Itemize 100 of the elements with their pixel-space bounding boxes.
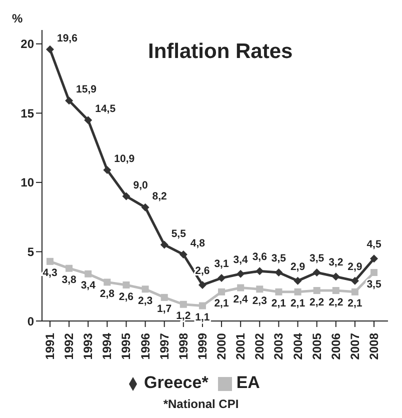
data-label: 2,2 (310, 296, 324, 308)
point (198, 302, 206, 310)
legend-label: Greece* (144, 373, 208, 392)
point (46, 258, 54, 265)
data-label: 19,6 (57, 32, 78, 44)
data-label: 2,4 (233, 294, 248, 306)
x-tick-label: 1997 (157, 332, 172, 360)
point (142, 286, 149, 293)
data-label: 3,4 (80, 280, 96, 292)
data-label: 2,9 (348, 260, 362, 273)
data-label: 3,5 (366, 278, 382, 290)
data-label: 3,4 (233, 254, 248, 266)
point (84, 116, 92, 124)
point (370, 254, 378, 263)
y-tick-label: 5 (27, 244, 34, 259)
point (46, 45, 54, 54)
point (84, 270, 92, 278)
point (332, 272, 340, 281)
data-label: 2,9 (290, 260, 306, 273)
data-label: 3,5 (310, 252, 324, 264)
x-tick-label: 2006 (328, 332, 343, 360)
point (332, 287, 340, 294)
point (350, 276, 359, 285)
point (141, 203, 150, 212)
point (66, 264, 73, 272)
x-tick-label: 1994 (100, 332, 114, 360)
point (218, 288, 226, 296)
point (256, 286, 264, 293)
point (370, 269, 378, 276)
point (256, 267, 264, 276)
data-label: 3,1 (214, 258, 229, 270)
data-label: 9,0 (133, 179, 148, 192)
point (218, 274, 226, 282)
data-label: 2,1 (214, 298, 229, 310)
x-tick-label: 2000 (214, 332, 229, 360)
data-label: 2,6 (118, 290, 134, 303)
y-tick-label: 10 (20, 176, 34, 190)
x-tick-label: 1999 (195, 332, 210, 360)
point (122, 192, 130, 200)
data-label: 10,9 (114, 152, 135, 165)
data-label: 2,8 (100, 288, 115, 300)
data-label: 5,5 (171, 228, 186, 240)
data-label: 14,5 (95, 103, 116, 116)
point (65, 96, 74, 105)
data-label: 2,1 (348, 298, 362, 310)
x-tick-label: 2004 (290, 332, 305, 360)
x-tick-label: 2005 (310, 332, 324, 360)
point (198, 280, 206, 289)
point (274, 268, 283, 276)
x-tick-label: 1991 (43, 332, 57, 360)
point (236, 270, 245, 278)
data-label: 1,2 (176, 310, 191, 322)
y-tick-label: 0 (27, 314, 34, 328)
data-label: 1,1 (195, 312, 210, 324)
y-tick-label: 20 (20, 37, 34, 52)
point (294, 288, 302, 296)
x-tick-label: 1996 (138, 332, 152, 360)
data-label: 2,6 (195, 264, 210, 277)
data-label: 3,8 (62, 274, 77, 286)
data-label: 4,8 (190, 237, 206, 250)
point (103, 166, 112, 174)
data-label: 2,2 (328, 296, 344, 308)
point (237, 284, 244, 292)
point (160, 240, 168, 249)
point (122, 281, 130, 288)
data-label: 15,9 (76, 84, 97, 96)
point (312, 268, 321, 276)
point (313, 287, 320, 294)
data-label: 4,5 (366, 238, 382, 251)
point (351, 288, 358, 296)
point (275, 288, 282, 296)
y-axis-title: % (12, 12, 23, 26)
y-tick-label: 15 (20, 106, 34, 120)
data-label: 2,3 (252, 294, 268, 307)
x-tick-label: 2007 (348, 332, 362, 360)
data-label: 4,3 (42, 267, 58, 280)
x-tick-label: 2001 (234, 332, 248, 360)
point (160, 294, 168, 301)
text: Inflation Rates (148, 40, 293, 64)
point (294, 276, 302, 285)
point (179, 250, 188, 258)
x-tick-label: 1993 (81, 332, 96, 360)
x-tick-label: 2003 (272, 332, 286, 360)
x-tick-label: 2002 (252, 332, 267, 360)
x-tick-label: 2008 (367, 332, 381, 360)
data-label: 3,2 (328, 256, 344, 269)
point (104, 278, 111, 286)
legend-label: EA (236, 373, 260, 392)
text: *National CPI (162, 397, 240, 411)
x-tick-label: 1998 (176, 332, 190, 360)
data-label: 2,1 (271, 298, 286, 310)
data-label: 2,3 (138, 294, 153, 307)
data-label: 2,1 (290, 298, 306, 310)
data-label: 8,2 (152, 190, 168, 202)
data-label: 3,6 (252, 251, 268, 264)
point (180, 300, 187, 308)
data-label: 1,7 (157, 303, 172, 316)
x-tick-label: 1995 (119, 332, 134, 360)
x-tick-label: 1992 (62, 332, 76, 360)
data-label: 3,5 (271, 252, 286, 264)
